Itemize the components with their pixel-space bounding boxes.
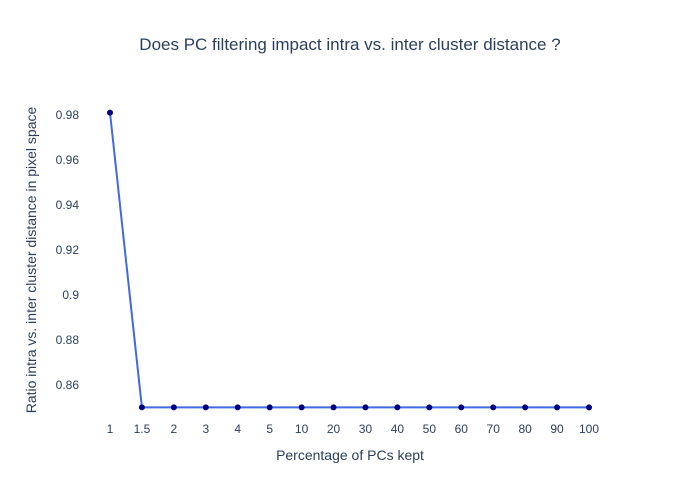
data-point[interactable] <box>394 404 401 411</box>
x-tick-label: 70 <box>487 422 501 436</box>
x-tick-label: 80 <box>518 422 532 436</box>
data-point[interactable] <box>362 404 369 411</box>
data-point[interactable] <box>234 404 241 411</box>
data-point[interactable] <box>202 404 209 411</box>
y-tick-label: 0.92 <box>56 243 80 257</box>
data-point[interactable] <box>490 404 497 411</box>
x-tick-label: 1.5 <box>134 422 151 436</box>
data-point[interactable] <box>170 404 177 411</box>
y-tick-label: 0.98 <box>56 108 80 122</box>
data-point[interactable] <box>298 404 305 411</box>
x-tick-label: 20 <box>327 422 341 436</box>
data-series <box>107 109 592 411</box>
x-tick-label: 1 <box>107 422 114 436</box>
data-point[interactable] <box>586 404 592 411</box>
y-tick-label: 0.94 <box>56 198 80 212</box>
y-tick-label: 0.88 <box>56 333 80 347</box>
x-axis-ticks: 1 1.5 2 3 4 5 10 20 30 40 50 60 70 80 90 100 <box>107 422 600 436</box>
data-point[interactable] <box>522 404 529 411</box>
data-point[interactable] <box>330 404 337 411</box>
y-tick-label: 0.9 <box>62 288 79 302</box>
y-axis-title: Ratio intra vs. inter cluster distance i… <box>23 106 39 413</box>
x-tick-label: 3 <box>202 422 209 436</box>
x-tick-label: 2 <box>171 422 178 436</box>
x-tick-label: 40 <box>391 422 405 436</box>
x-tick-label: 30 <box>359 422 373 436</box>
data-point[interactable] <box>138 404 145 411</box>
x-tick-label: 10 <box>295 422 309 436</box>
y-axis-ticks: 0.86 0.88 0.9 0.92 0.94 0.96 0.98 <box>56 108 80 392</box>
x-tick-label: 100 <box>579 422 599 436</box>
x-tick-label: 4 <box>234 422 241 436</box>
y-tick-label: 0.96 <box>56 153 80 167</box>
data-point[interactable] <box>266 404 273 411</box>
data-point[interactable] <box>426 404 433 411</box>
series-line <box>109 112 589 409</box>
chart-title: Does PC filtering impact intra vs. inter… <box>139 35 560 54</box>
x-tick-label: 50 <box>423 422 437 436</box>
y-tick-label: 0.86 <box>56 378 80 392</box>
data-point[interactable] <box>554 404 561 411</box>
data-point[interactable] <box>107 109 113 116</box>
data-point[interactable] <box>458 404 465 411</box>
x-tick-label: 90 <box>550 422 564 436</box>
x-tick-label: 5 <box>266 422 273 436</box>
x-tick-label: 60 <box>455 422 469 436</box>
x-axis-title: Percentage of PCs kept <box>276 447 424 463</box>
